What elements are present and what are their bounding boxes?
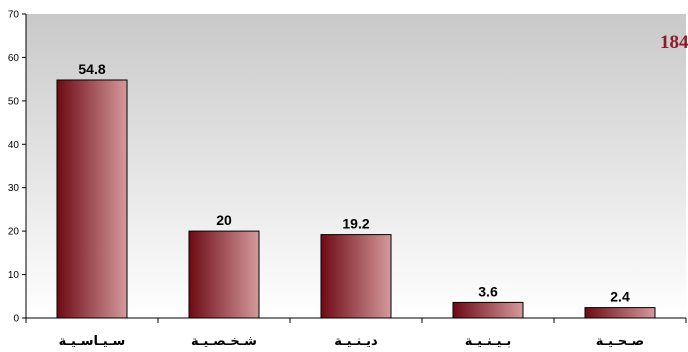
data-label: 2.4: [610, 289, 630, 305]
bar: [584, 307, 656, 319]
bar: [56, 79, 128, 319]
data-label: 19.2: [342, 216, 369, 232]
bar: [320, 234, 392, 319]
y-tick-label: 10: [8, 270, 20, 281]
y-tick-label: 40: [8, 140, 20, 151]
bar: [452, 301, 524, 319]
y-tick-label: 60: [8, 53, 20, 64]
base-count-note: القاعدة: 184: [660, 32, 688, 53]
data-label: 3.6: [478, 283, 498, 299]
category-label: سـيـاسـيـة: [59, 334, 126, 349]
y-tick-label: 50: [8, 96, 20, 107]
bar: [188, 230, 260, 319]
y-tick-label: 20: [8, 227, 20, 238]
category-label: شـخـصـيـة: [191, 334, 257, 349]
category-label: صـحـيـة: [596, 334, 644, 349]
y-tick-label: 70: [8, 10, 20, 21]
data-label: 20: [216, 212, 232, 228]
y-tick-label: 0: [13, 314, 19, 325]
data-label: 54.8: [78, 61, 105, 77]
category-label: ديـنـيـة: [334, 334, 378, 349]
y-tick-label: 30: [8, 183, 20, 194]
category-label: بـيـنـيـة: [465, 334, 511, 349]
